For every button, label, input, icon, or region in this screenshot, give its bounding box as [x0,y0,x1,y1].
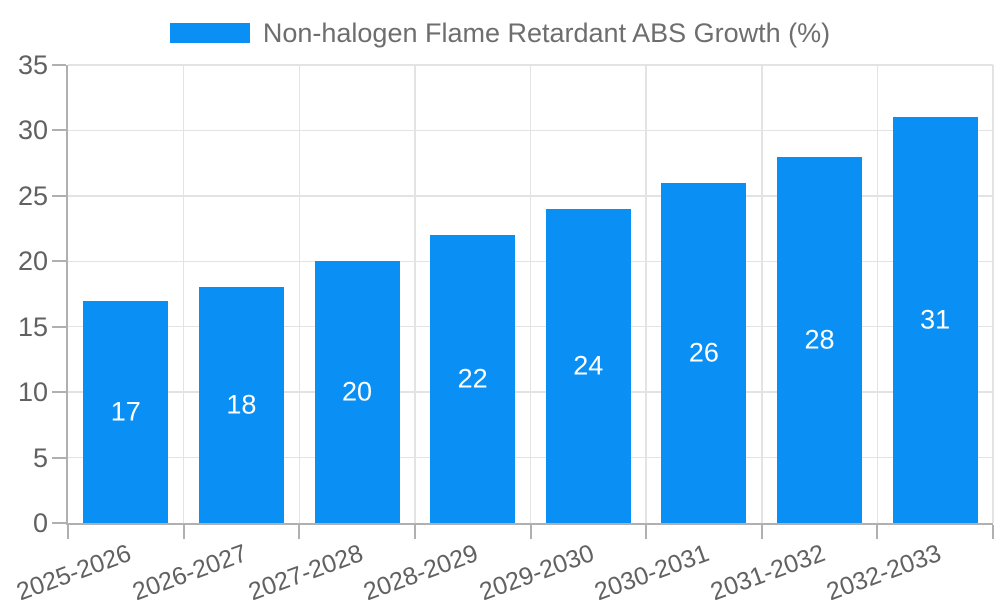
bar[interactable] [430,235,516,523]
bar-value-label: 20 [342,376,373,407]
bar[interactable] [314,261,400,523]
x-axis-category-label: 2025-2026 [13,539,136,600]
x-axis-tick [876,525,879,539]
y-axis-tick-label: 20 [17,246,48,277]
x-axis-tick [992,525,994,539]
x-axis-tick [182,525,185,539]
legend-item[interactable]: Non-halogen Flame Retardant ABS Growth (… [0,18,1000,48]
x-gridline [761,65,763,523]
x-axis-tick [645,525,648,539]
bar[interactable] [198,287,284,523]
y-axis-tick-label: 10 [17,377,48,408]
x-axis-tick [413,525,416,539]
x-axis-tick [298,525,301,539]
y-axis-tick-label: 0 [32,508,48,538]
bar[interactable] [83,300,169,523]
x-axis-tick [529,525,532,539]
bar-value-label: 31 [920,304,951,335]
x-gridline [298,65,300,523]
y-axis-tick [52,456,66,459]
y-axis-tick [52,129,66,132]
x-axis-category-label: 2028-2029 [359,539,482,600]
x-axis-category-label: 2032-2033 [822,539,945,600]
bar-value-label: 28 [804,324,835,355]
bar[interactable] [661,182,747,523]
bar[interactable] [777,156,863,523]
x-axis-category-label: 2027-2028 [244,539,367,600]
bar-value-label: 22 [457,363,488,394]
x-axis-category-label: 2031-2032 [706,539,829,600]
x-axis-tick [760,525,763,539]
y-axis-tick-label: 25 [17,180,48,211]
x-gridline [182,65,185,523]
y-axis-tick-label: 35 [17,50,48,80]
x-gridline [414,65,416,523]
y-axis-tick [52,391,66,394]
plot-area: 0 5 10 15 20 25 30 35 17 2025-2026 18 2026-2027 20 20… [13,50,994,600]
y-axis-tick-label: 30 [17,115,48,146]
bar-value-label: 24 [573,350,604,381]
x-axis-tick [67,525,69,539]
y-axis-tick [52,64,66,66]
y-axis-tick-label: 15 [17,311,48,342]
y-axis-tick [52,325,66,328]
bar[interactable] [545,208,631,523]
y-axis-tick [52,260,66,263]
legend-label: Non-halogen Flame Retardant ABS Growth (… [262,18,831,48]
x-axis-category-label: 2029-2030 [475,539,598,600]
x-axis-category-label: 2026-2027 [128,539,251,600]
y-axis-tick [52,522,66,524]
legend-swatch [169,23,250,43]
x-gridline [529,65,532,523]
x-gridline [645,65,647,523]
x-gridline [992,65,994,523]
x-gridline [876,65,879,523]
bar-value-label: 26 [688,337,719,368]
y-axis-tick [52,194,66,197]
y-axis-tick-label: 5 [32,442,48,473]
x-axis-category-label: 2030-2031 [591,539,714,600]
bar-value-label: 17 [110,396,141,427]
bar[interactable] [892,117,978,523]
bar-value-label: 18 [226,389,257,420]
